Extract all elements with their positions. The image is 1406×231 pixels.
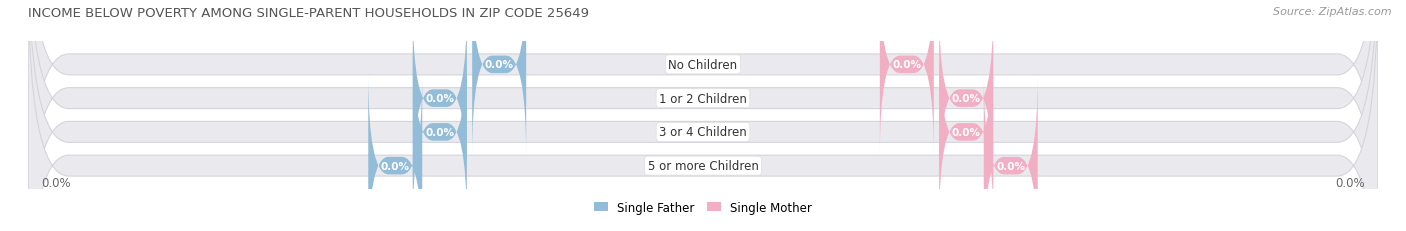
FancyBboxPatch shape (28, 0, 1378, 231)
FancyBboxPatch shape (368, 74, 422, 231)
Text: 1 or 2 Children: 1 or 2 Children (659, 92, 747, 105)
Text: 0.0%: 0.0% (952, 127, 981, 137)
FancyBboxPatch shape (939, 7, 993, 191)
Text: 0.0%: 0.0% (997, 161, 1025, 171)
Text: 0.0%: 0.0% (425, 94, 454, 104)
Text: Source: ZipAtlas.com: Source: ZipAtlas.com (1274, 7, 1392, 17)
Legend: Single Father, Single Mother: Single Father, Single Mother (592, 198, 814, 216)
Text: INCOME BELOW POVERTY AMONG SINGLE-PARENT HOUSEHOLDS IN ZIP CODE 25649: INCOME BELOW POVERTY AMONG SINGLE-PARENT… (28, 7, 589, 20)
Text: 0.0%: 0.0% (425, 127, 454, 137)
Text: No Children: No Children (668, 59, 738, 72)
FancyBboxPatch shape (28, 0, 1378, 231)
Text: 5 or more Children: 5 or more Children (648, 159, 758, 172)
FancyBboxPatch shape (939, 40, 993, 224)
FancyBboxPatch shape (28, 0, 1378, 231)
Text: 0.0%: 0.0% (381, 161, 409, 171)
Text: 0.0%: 0.0% (893, 60, 921, 70)
Text: 3 or 4 Children: 3 or 4 Children (659, 126, 747, 139)
FancyBboxPatch shape (28, 0, 1378, 231)
Text: 0.0%: 0.0% (1334, 176, 1364, 189)
Text: 0.0%: 0.0% (952, 94, 981, 104)
Text: 0.0%: 0.0% (42, 176, 72, 189)
Text: 0.0%: 0.0% (485, 60, 513, 70)
FancyBboxPatch shape (413, 7, 467, 191)
FancyBboxPatch shape (984, 74, 1038, 231)
FancyBboxPatch shape (413, 40, 467, 224)
FancyBboxPatch shape (880, 0, 934, 157)
FancyBboxPatch shape (472, 0, 526, 157)
